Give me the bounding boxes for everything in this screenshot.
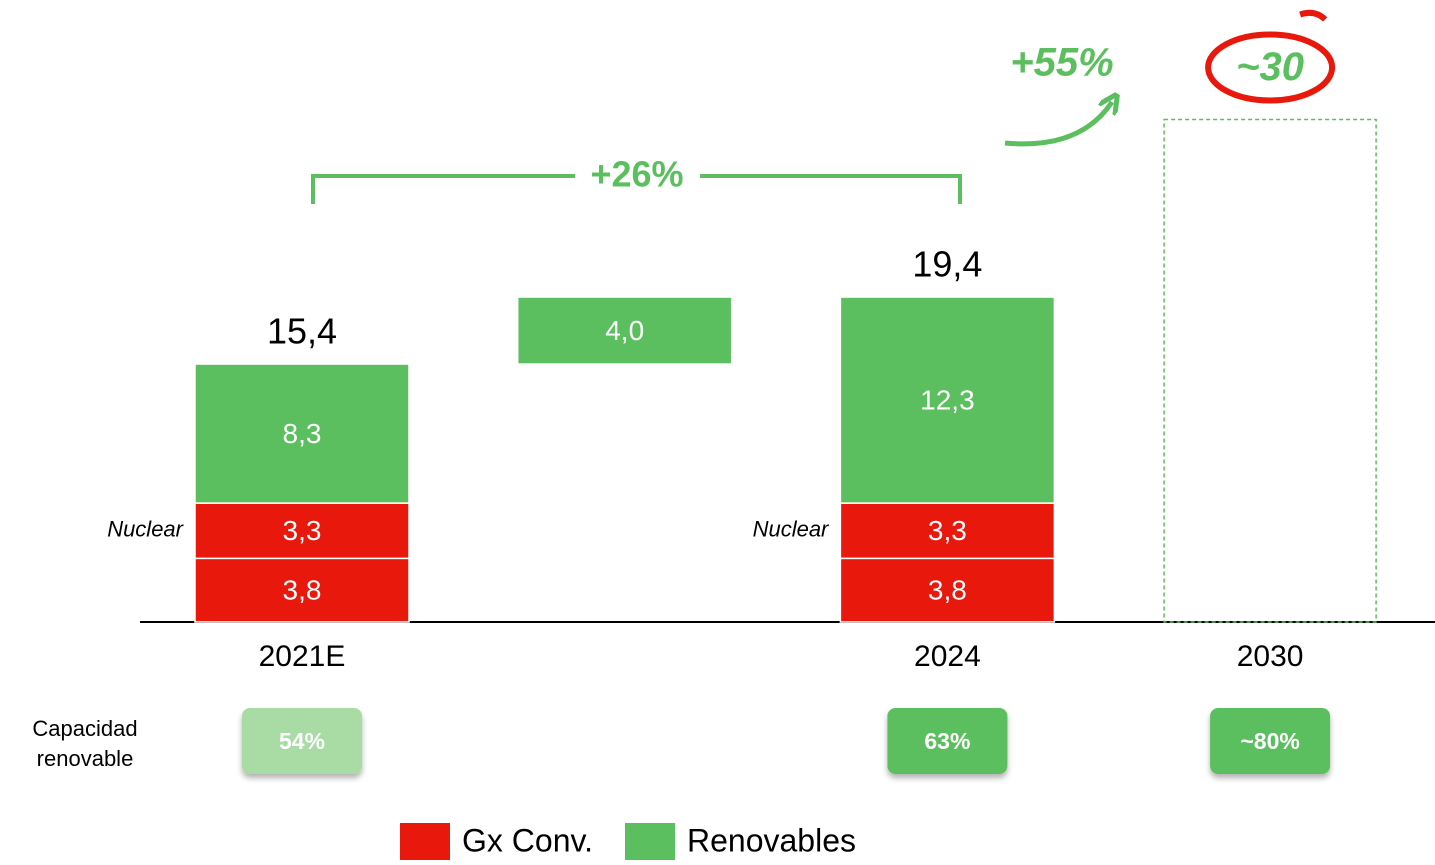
- x-tick-label: 2021E: [259, 640, 346, 673]
- legend-label: Renovables: [687, 822, 856, 858]
- value-label: 3,3: [928, 515, 967, 546]
- bar-segment: [839, 502, 1056, 560]
- total-label: 15,4: [267, 311, 337, 352]
- segment-annotation: Nuclear: [107, 517, 184, 542]
- growth-label: +55%: [1010, 41, 1113, 85]
- share-label: 54%: [279, 728, 325, 754]
- growth-bracket: [311, 174, 962, 204]
- x-tick-label: 2024: [914, 640, 981, 673]
- x-tick-label: 2030: [1237, 640, 1304, 673]
- bar-segment: [839, 296, 1056, 504]
- bar-segment: [194, 557, 410, 623]
- total-label: ~30: [1236, 45, 1304, 89]
- legend-label: Gx Conv.: [462, 822, 593, 858]
- legend-swatch: [625, 823, 675, 860]
- bar-segment: [839, 557, 1056, 623]
- share-badge: [1210, 708, 1331, 774]
- growth-label: +26%: [590, 154, 683, 195]
- segment-annotation: Nuclear: [753, 517, 830, 542]
- share-badge: [242, 708, 362, 774]
- growth-arrow: [1004, 102, 1112, 147]
- bar-segment: [516, 296, 733, 365]
- value-label: 12,3: [920, 384, 975, 415]
- highlight-circle: [1205, 31, 1336, 104]
- value-label: 8,3: [283, 418, 322, 449]
- share-label: 63%: [924, 728, 970, 754]
- legend-swatch: [400, 823, 450, 860]
- value-label: 3,8: [283, 575, 322, 606]
- value-label: 3,8: [928, 575, 967, 606]
- value-label: 3,3: [283, 515, 322, 546]
- value-label: 4,0: [605, 315, 644, 346]
- share-badge: [887, 708, 1008, 774]
- bar-segment: [194, 363, 410, 504]
- highlight-flick: [1299, 9, 1328, 22]
- share-label: ~80%: [1240, 728, 1299, 754]
- total-label: 19,4: [912, 244, 982, 285]
- target-outline: [1163, 118, 1377, 623]
- share-label: Capacidad renovable: [32, 716, 137, 771]
